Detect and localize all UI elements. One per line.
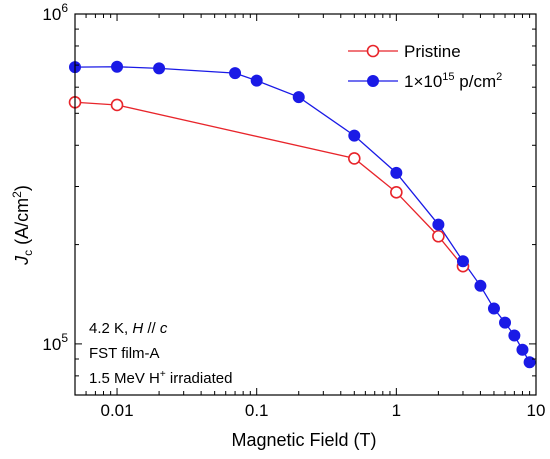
series-line-1 [74,66,531,363]
data-point-series-1 [432,218,445,231]
y-tick-label: 106 [42,1,68,24]
y-axis-title-close: ) [12,185,32,191]
y-tick-label: 105 [42,331,68,354]
x-tick-label: 10 [527,401,546,420]
annotation-irradiation: 1.5 MeV H+ irradiated [89,369,232,387]
data-point-series-0 [390,186,403,199]
legend-label-pristine: Pristine [404,42,461,61]
x-axis-title: Magnetic Field (T) [231,430,376,450]
legend-marker-irradiated [367,75,379,87]
annotation-sample: FST film-A [89,345,160,362]
legend: Pristine 1×1015 p/cm2 [348,42,502,91]
series-lines [74,66,531,363]
x-tick-label: 0.1 [245,401,269,420]
data-point-series-1 [516,343,529,356]
data-point-series-1 [250,74,263,87]
data-point-series-1 [229,67,242,80]
y-axis-title-units: (A/cm [12,198,32,250]
data-point-series-1 [456,255,469,268]
data-point-series-1 [523,356,536,369]
data-point-series-0 [348,152,361,165]
tick-labels: 0.01 0.1 1 10 105 106 [42,1,545,420]
legend-entry-pristine: Pristine [348,42,461,61]
data-point-series-1 [499,316,512,329]
data-point-series-1 [153,62,166,75]
data-point-series-1 [508,329,521,342]
y-axis-title: Jc (A/cm2) [10,185,35,266]
annotation-condition: 4.2 K, H // c [89,320,168,337]
series-line-0 [74,101,464,267]
axis-ticks [74,13,537,396]
legend-entry-irradiated: 1×1015 p/cm2 [348,71,502,91]
data-point-series-1 [348,129,361,142]
y-axis-title-main: J [12,255,32,266]
data-point-series-1 [487,302,500,315]
y-axis-title-sup: 2 [10,191,24,198]
data-point-series-1 [474,279,487,292]
legend-label-irradiated: 1×1015 p/cm2 [404,71,502,91]
data-point-series-0 [110,98,124,112]
plot-frame [74,13,537,396]
x-tick-label: 1 [392,401,401,420]
data-point-series-1 [111,60,124,73]
y-axis-title-sub: c [21,250,35,256]
data-point-series-1 [292,91,305,104]
x-tick-label: 0.01 [100,401,133,420]
data-point-series-0 [432,229,445,243]
annotation-block: 4.2 K, H // c FST film-A 1.5 MeV H+ irra… [89,320,232,387]
legend-marker-pristine [366,44,380,58]
data-point-series-1 [390,166,403,179]
